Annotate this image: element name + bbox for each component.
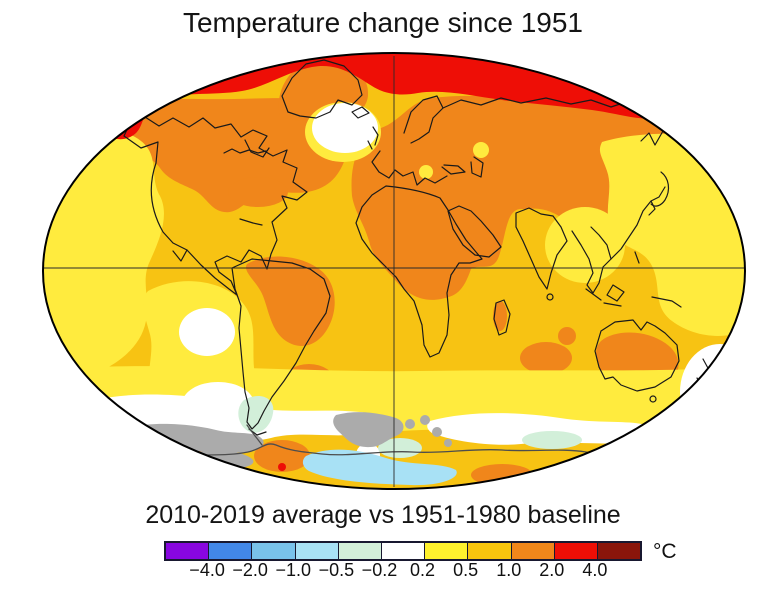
- cool-palegreen-regions: [238, 396, 582, 458]
- legend-cell-7: [467, 543, 511, 559]
- legend-cell-0: [166, 543, 209, 559]
- coastlines: [91, 59, 710, 436]
- legend-cell-2: [251, 543, 295, 559]
- cool-lightblue-regions: [302, 449, 457, 486]
- legend-tick: 0.2: [410, 560, 436, 580]
- legend-cell-10: [596, 543, 641, 559]
- legend-cell-5: [380, 543, 425, 559]
- hot-spot-antarctic: [278, 463, 286, 471]
- page-title: Temperature change since 1951: [182, 7, 584, 38]
- legend-tick: −0.5: [318, 560, 355, 580]
- graticule-lines: [43, 56, 745, 487]
- legend-cell-8: [510, 543, 554, 559]
- legend-cell-6: [424, 543, 468, 559]
- legend-tick: −1.0: [275, 560, 312, 580]
- legend-cell-9: [553, 543, 597, 559]
- legend-colorbar: [164, 541, 642, 561]
- legend-cell-1: [208, 543, 252, 559]
- legend-tick: 4.0: [582, 560, 608, 580]
- legend-tick: 1.0: [496, 560, 522, 580]
- map-outline: [42, 52, 746, 490]
- legend-cell-3: [294, 543, 338, 559]
- legend-unit-label: °C: [653, 540, 677, 563]
- legend-tick: 2.0: [539, 560, 565, 580]
- legend-cell-4: [337, 543, 381, 559]
- legend-tick: 0.5: [453, 560, 479, 580]
- antarctica-coastline: [147, 424, 649, 463]
- map-caption: 2010-2019 average vs 1951-1980 baseline: [145, 501, 621, 529]
- legend-tick: −4.0: [189, 560, 225, 580]
- legend-tick: −0.2: [361, 560, 398, 580]
- legend-tick-labels: −4.0 −2.0 −1.0 −0.5 −0.2 0.2 0.5 1.0 2.0 4.0: [164, 560, 638, 584]
- legend-tick: −2.0: [232, 560, 268, 580]
